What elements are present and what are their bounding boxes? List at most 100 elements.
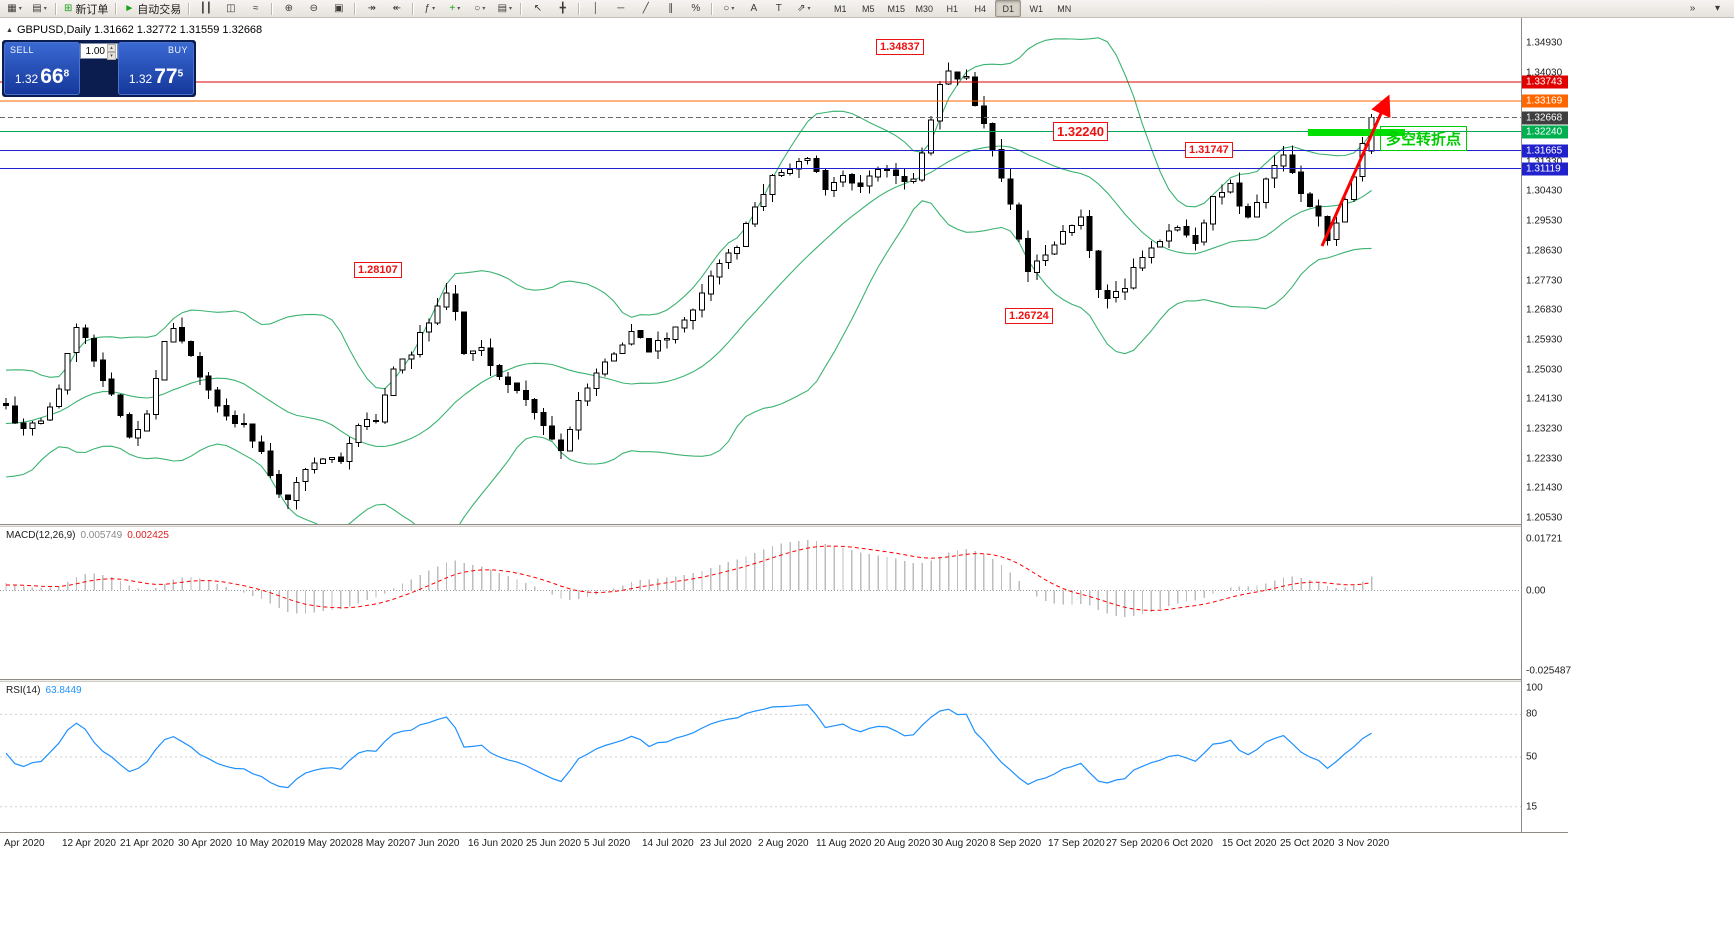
time-axis-label: 27 Sep 2020 [1106, 838, 1163, 849]
price-annotation[interactable]: 1.34837 [876, 39, 924, 55]
macd-axis-tick: -0.025487 [1526, 665, 1572, 677]
rsi-pane[interactable]: RSI(14) 63.8449 [0, 682, 1521, 832]
toolbar-overflow-icon[interactable]: » [1689, 3, 1696, 14]
toolbar-separator [271, 2, 274, 15]
time-axis-label: 5 Jul 2020 [584, 838, 631, 849]
text-icon-glyph: A [750, 2, 758, 14]
new-chart-icon-glyph: ▦ [7, 2, 17, 14]
price-axis-tick: 1.26830 [1526, 304, 1563, 316]
shapes-icon[interactable]: ○ ▾ [717, 0, 740, 17]
trendline-icon[interactable]: ╱ [634, 0, 657, 17]
volume-input[interactable]: 1.00 ▴ ▾ [80, 43, 118, 60]
timeframe-button-h4[interactable]: H4 [974, 3, 987, 14]
time-axis-label: 17 Sep 2020 [1048, 838, 1105, 849]
new-chart-icon[interactable]: ▦ ▾ [3, 0, 26, 17]
price-tag: 1.31665 [1522, 144, 1568, 158]
buy-button[interactable]: BUY 1.32775 [118, 42, 194, 95]
line-chart-icon-glyph: ≈ [253, 2, 259, 14]
time-axis-label: 6 Oct 2020 [1164, 838, 1213, 849]
timeframe-button-d1[interactable]: D1 [995, 0, 1022, 17]
toolbar-separator [115, 2, 118, 15]
price-axis-tick: 1.34030 [1526, 67, 1563, 79]
pane-separator[interactable] [0, 524, 1568, 527]
turning-point-note[interactable]: 多空转折点 [1380, 126, 1468, 151]
sell-button[interactable]: SELL 1.32668 [4, 42, 80, 95]
symbol-ohlc-line: ▲ GBPUSD,Daily 1.31662 1.32772 1.31559 1… [6, 24, 262, 36]
price-annotation[interactable]: 1.26724 [1005, 308, 1053, 324]
price-annotation[interactable]: 1.28107 [354, 262, 402, 278]
price-axis-tick: 1.25930 [1526, 334, 1563, 346]
timeframe-button-m30[interactable]: M30 [915, 3, 934, 14]
caret-down-icon: ▾ [432, 6, 436, 12]
zoom-in-icon[interactable]: ⊕ [277, 0, 300, 17]
price-axis-tick: 1.34930 [1526, 37, 1563, 49]
time-axis-label: 7 Jun 2020 [410, 838, 460, 849]
cursor-icon[interactable]: ↖ [526, 0, 549, 17]
volume-increase-button[interactable]: ▴ [107, 44, 116, 52]
price-axis-tick: 1.23230 [1526, 423, 1563, 435]
auto-scroll-icon[interactable]: ↠ [360, 0, 383, 17]
price-axis[interactable]: 1.34930 1.34030 1.31330 1.30430 1.29530 1.286… [1521, 18, 1572, 832]
timeframe-button-m1[interactable]: M1 [834, 3, 847, 14]
line-chart-icon[interactable]: ≈ [244, 0, 267, 17]
buy-price: 1.32775 [128, 65, 184, 88]
templates-icon[interactable]: ▤ ▾ [493, 0, 516, 17]
toolbar-separator [55, 2, 57, 15]
arrows-icon-glyph: ⇗ [797, 2, 806, 14]
volume-area: 1.00 ▴ ▾ [80, 42, 118, 95]
tile-windows-icon[interactable]: ▣ [327, 0, 350, 17]
pane-separator[interactable] [0, 679, 1568, 682]
autotrading-button-glyph: ► [124, 2, 135, 14]
customize-toolbar-icon[interactable]: ▾ [1714, 3, 1721, 14]
main-chart-pane[interactable]: ▲ GBPUSD,Daily 1.31662 1.32772 1.31559 1… [0, 18, 1521, 524]
chart-profiles-icon[interactable]: ▤ ▾ [28, 0, 51, 17]
text-icon[interactable]: A [742, 0, 765, 17]
new-order-button[interactable]: ⊞ 新订单 [61, 0, 111, 17]
volume-decrease-button[interactable]: ▾ [107, 52, 116, 60]
timeframe-button-m15[interactable]: M15 [887, 3, 906, 14]
shapes-icon-glyph: ○ [723, 2, 730, 14]
crosshair-icon[interactable]: ╋ [551, 0, 574, 17]
price-axis-tick: 1.22330 [1526, 453, 1563, 465]
time-axis-label: 19 May 2020 [294, 838, 352, 849]
macd-label: MACD(12,26,9) 0.005749 0.002425 [6, 530, 169, 541]
price-axis-tick: 1.27730 [1526, 275, 1563, 286]
timeframe-button-m5[interactable]: M5 [862, 3, 875, 14]
chart-shift-icon[interactable]: ↞ [385, 0, 408, 17]
zoom-out-icon[interactable]: ⊖ [302, 0, 325, 17]
fibonacci-icon[interactable]: % [684, 0, 707, 17]
channel-icon[interactable]: ∥ [659, 0, 682, 17]
price-axis-tick: 1.20530 [1526, 512, 1563, 524]
bar-chart-icon-glyph: ┃┃ [199, 2, 212, 14]
vertical-line-icon[interactable]: │ [584, 0, 607, 17]
price-tag: 1.32240 [1522, 125, 1568, 139]
time-axis-label: 23 Jul 2020 [700, 838, 752, 849]
time-axis[interactable]: Apr 2020 12 Apr 2020 21 Apr 2020 30 Apr 202… [0, 832, 1568, 856]
horizontal-line-icon[interactable]: ─ [609, 0, 632, 17]
bar-chart-icon[interactable]: ┃┃ [194, 0, 217, 17]
add-indicator-icon[interactable]: + ▾ [443, 0, 466, 17]
price-annotation[interactable]: 1.32240 [1053, 122, 1108, 141]
time-axis-label: 20 Aug 2020 [874, 838, 931, 849]
arrows-icon[interactable]: ⇗ ▾ [792, 0, 815, 17]
price-annotation[interactable]: 1.31747 [1185, 142, 1233, 158]
toolbar-right-icons: » ▾ [1680, 1, 1730, 16]
autotrading-button[interactable]: ► 自动交易 [121, 0, 184, 17]
sell-price: 1.32668 [14, 65, 70, 88]
timeframe-button-w1[interactable]: W1 [1029, 3, 1044, 14]
timeframe-button-mn[interactable]: MN [1057, 3, 1072, 14]
indicators-icon[interactable]: ƒ ▾ [418, 0, 441, 17]
time-axis-label: 30 Apr 2020 [178, 838, 232, 849]
text-label-icon[interactable]: T [767, 0, 790, 17]
sell-label: SELL [10, 45, 35, 55]
periods-icon[interactable]: ○ ▾ [468, 0, 491, 17]
time-axis-label: 25 Oct 2020 [1280, 838, 1335, 849]
time-axis-label: 14 Jul 2020 [642, 838, 694, 849]
price-axis-tick: 1.31330 [1526, 156, 1562, 167]
autotrading-button-label: 自动交易 [137, 3, 182, 16]
candlestick-chart-icon[interactable]: ◫ [219, 0, 242, 17]
timeframe-button-h1[interactable]: H1 [946, 3, 959, 14]
rsi-label: RSI(14) 63.8449 [6, 685, 82, 696]
macd-pane[interactable]: MACD(12,26,9) 0.005749 0.002425 [0, 527, 1521, 679]
